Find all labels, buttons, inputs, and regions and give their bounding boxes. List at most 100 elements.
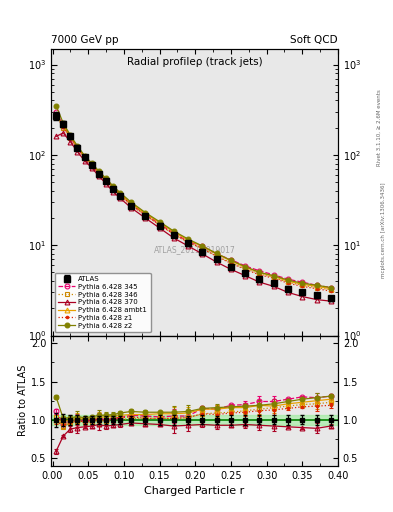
Pythia 6.428 345 [104,178,108,184]
X-axis label: Charged Particle r: Charged Particle r [144,486,245,496]
Pythia 6.428 346 [229,260,233,266]
Pythia 6.428 346 [61,124,66,131]
Pythia 6.428 z2 [200,243,205,249]
Pythia 6.428 370 [257,279,262,285]
Pythia 6.428 z2 [214,250,219,257]
Pythia 6.428 z2 [118,190,123,196]
Pythia 6.428 345 [329,285,333,291]
Text: Radial profileρ (track jets): Radial profileρ (track jets) [127,57,263,67]
Pythia 6.428 370 [104,181,108,187]
Line: Pythia 6.428 345: Pythia 6.428 345 [54,110,333,290]
Pythia 6.428 346 [314,285,319,291]
Line: Pythia 6.428 z1: Pythia 6.428 z1 [54,114,333,293]
Pythia 6.428 z1 [186,239,191,245]
Pythia 6.428 345 [54,109,59,115]
Pythia 6.428 346 [214,253,219,259]
Pythia 6.428 z2 [300,280,305,286]
Line: Pythia 6.428 370: Pythia 6.428 370 [54,131,333,304]
Pythia 6.428 ambt1 [214,251,219,257]
Pythia 6.428 z1 [286,280,290,286]
Pythia 6.428 z2 [243,264,248,270]
Pythia 6.428 370 [171,235,176,241]
Pythia 6.428 z2 [186,236,191,242]
Pythia 6.428 z2 [82,153,87,159]
Pythia 6.428 370 [243,272,248,279]
Y-axis label: Ratio to ATLAS: Ratio to ATLAS [18,365,28,436]
Pythia 6.428 ambt1 [171,229,176,235]
Pythia 6.428 z2 [257,269,262,275]
Pythia 6.428 ambt1 [329,286,333,292]
Pythia 6.428 ambt1 [104,176,108,182]
Pythia 6.428 345 [82,154,87,160]
Pythia 6.428 ambt1 [243,264,248,270]
Pythia 6.428 346 [54,112,59,118]
Pythia 6.428 z1 [314,286,319,292]
Pythia 6.428 z1 [104,178,108,184]
Pythia 6.428 z1 [143,212,148,218]
Pythia 6.428 346 [329,287,333,293]
Pythia 6.428 370 [186,243,191,249]
Pythia 6.428 z1 [157,222,162,228]
Pythia 6.428 z2 [272,272,276,279]
Pythia 6.428 z2 [314,282,319,288]
Legend: ATLAS, Pythia 6.428 345, Pythia 6.428 346, Pythia 6.428 370, Pythia 6.428 ambt1,: ATLAS, Pythia 6.428 345, Pythia 6.428 34… [55,273,151,332]
Pythia 6.428 z1 [82,155,87,161]
Pythia 6.428 370 [143,215,148,221]
Pythia 6.428 ambt1 [111,184,116,190]
Pythia 6.428 z1 [300,283,305,289]
Pythia 6.428 z1 [214,253,219,260]
Pythia 6.428 z2 [75,143,80,149]
Pythia 6.428 346 [200,245,205,251]
Pythia 6.428 370 [300,293,305,300]
Pythia 6.428 346 [97,170,101,177]
Pythia 6.428 345 [157,221,162,227]
Text: Rivet 3.1.10, ≥ 2.6M events: Rivet 3.1.10, ≥ 2.6M events [377,90,382,166]
Pythia 6.428 z1 [68,135,73,141]
Pythia 6.428 346 [243,266,248,272]
Pythia 6.428 ambt1 [186,237,191,243]
Pythia 6.428 346 [118,193,123,199]
Pythia 6.428 346 [186,239,191,245]
Pythia 6.428 z2 [54,102,59,109]
Pythia 6.428 z1 [97,170,101,177]
Pythia 6.428 346 [68,135,73,141]
Pythia 6.428 ambt1 [229,258,233,264]
Text: mcplots.cern.ch [arXiv:1306.3436]: mcplots.cern.ch [arXiv:1306.3436] [381,183,386,278]
Pythia 6.428 345 [300,279,305,285]
Pythia 6.428 z1 [229,260,233,266]
Pythia 6.428 ambt1 [97,169,101,176]
Line: Pythia 6.428 346: Pythia 6.428 346 [54,112,333,292]
Pythia 6.428 370 [329,298,333,304]
Pythia 6.428 z1 [54,114,59,120]
Pythia 6.428 370 [129,205,133,211]
Pythia 6.428 346 [90,163,94,169]
Pythia 6.428 346 [286,279,290,285]
Pythia 6.428 345 [243,263,248,269]
Pythia 6.428 z2 [111,183,116,189]
Pythia 6.428 345 [286,276,290,282]
Pythia 6.428 345 [257,268,262,274]
Pythia 6.428 z1 [90,162,94,168]
Pythia 6.428 ambt1 [143,210,148,217]
Text: 7000 GeV pp: 7000 GeV pp [51,35,119,45]
Pythia 6.428 z2 [68,132,73,138]
Pythia 6.428 346 [300,282,305,288]
Pythia 6.428 z1 [61,123,66,130]
Pythia 6.428 370 [272,283,276,289]
Pythia 6.428 370 [111,189,116,195]
Pythia 6.428 345 [314,282,319,288]
Pythia 6.428 ambt1 [75,144,80,150]
Pythia 6.428 346 [157,222,162,228]
Pythia 6.428 370 [75,149,80,155]
Pythia 6.428 ambt1 [118,191,123,197]
Pythia 6.428 z1 [272,275,276,282]
Pythia 6.428 z1 [75,145,80,152]
Pythia 6.428 345 [61,123,66,129]
Pythia 6.428 z2 [157,219,162,225]
Pythia 6.428 ambt1 [272,273,276,280]
Pythia 6.428 345 [171,230,176,236]
Pythia 6.428 345 [118,192,123,198]
Pythia 6.428 346 [129,202,133,208]
Pythia 6.428 345 [129,201,133,207]
Pythia 6.428 z1 [129,202,133,208]
